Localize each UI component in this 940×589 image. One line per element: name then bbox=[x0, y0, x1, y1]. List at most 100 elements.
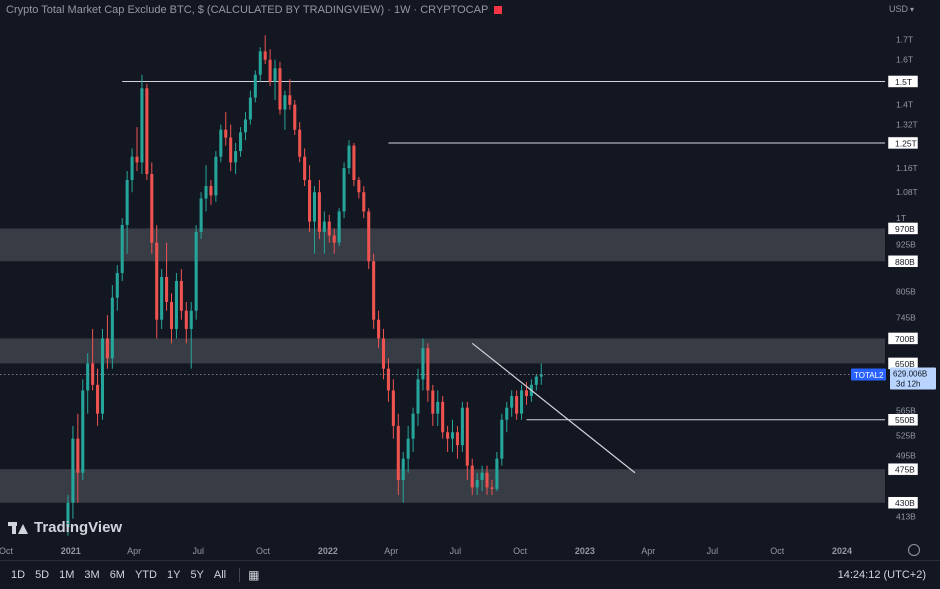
candle-body bbox=[357, 179, 361, 193]
candle-body bbox=[485, 472, 489, 488]
candle-body bbox=[396, 425, 400, 480]
candle-body bbox=[431, 390, 435, 414]
candle-body bbox=[71, 438, 75, 503]
level-label-box bbox=[887, 462, 919, 476]
candle-body bbox=[258, 51, 262, 75]
timeframe-5d[interactable]: 5D bbox=[35, 569, 50, 581]
candle-body bbox=[515, 396, 519, 414]
candle-body bbox=[367, 211, 371, 262]
flag-icon[interactable] bbox=[494, 6, 503, 14]
level-label-box bbox=[887, 332, 919, 345]
y-tick-label: 1T bbox=[896, 213, 906, 223]
candle-body bbox=[416, 379, 420, 414]
candle-body bbox=[105, 338, 109, 359]
candle-body bbox=[253, 74, 257, 98]
x-tick-label: Apr bbox=[127, 546, 141, 556]
candle-body bbox=[377, 319, 381, 339]
x-tick-label: Oct bbox=[513, 546, 528, 556]
candle-body bbox=[332, 235, 336, 243]
price-tag-box bbox=[890, 367, 936, 390]
candle-body bbox=[174, 281, 178, 329]
candle-body bbox=[288, 95, 292, 105]
timeframe-ytd[interactable]: YTD bbox=[134, 569, 157, 581]
candle-body bbox=[224, 129, 228, 138]
candle-body bbox=[391, 390, 395, 426]
timeframe-1d[interactable]: 1D bbox=[11, 569, 26, 581]
x-tick-label: Oct bbox=[256, 546, 271, 556]
candle-body bbox=[450, 432, 455, 439]
level-label-box bbox=[887, 136, 919, 150]
candle-body bbox=[342, 168, 346, 212]
calendar-icon[interactable]: ▦ bbox=[248, 568, 260, 582]
price-zone bbox=[0, 469, 885, 503]
gear-icon[interactable] bbox=[908, 544, 920, 556]
y-tick-label: 1.6T bbox=[896, 55, 913, 65]
y-tick-label: 413B bbox=[896, 511, 916, 521]
candle-body bbox=[327, 221, 331, 236]
y-tick-label: 525B bbox=[896, 430, 916, 440]
candle-body bbox=[352, 145, 356, 180]
candle-body bbox=[381, 338, 386, 369]
candle-body bbox=[337, 211, 341, 243]
candle-body bbox=[66, 502, 70, 528]
candle-body bbox=[303, 156, 307, 180]
candle-body bbox=[436, 401, 440, 414]
candle-body bbox=[204, 186, 208, 199]
candle-body bbox=[406, 438, 410, 459]
candle-body bbox=[86, 363, 90, 391]
timeframe-6m[interactable]: 6M bbox=[109, 569, 125, 581]
candle-body bbox=[455, 432, 459, 446]
candle-body bbox=[426, 348, 430, 391]
candle-body bbox=[308, 179, 312, 222]
y-tick-label: 745B bbox=[896, 312, 916, 322]
x-tick-label: 2023 bbox=[575, 546, 595, 556]
candle-body bbox=[120, 224, 124, 273]
level-label: 880B bbox=[895, 257, 915, 267]
candle-body bbox=[465, 407, 469, 466]
candle-body bbox=[273, 68, 277, 82]
chart-canvas[interactable]: 1.7T 1.6T 1.4T 1.32T 1.16T 1.08T 1T 925B 805B 745… bbox=[0, 0, 940, 560]
timeframe-1m[interactable]: 1M bbox=[59, 569, 75, 581]
tradingview-logo-icon bbox=[8, 521, 30, 534]
candle-body bbox=[145, 88, 149, 175]
x-tick-label: Jul bbox=[707, 546, 719, 556]
candle-body bbox=[495, 458, 499, 489]
toolbar-divider bbox=[239, 568, 241, 582]
candle-body bbox=[322, 221, 326, 232]
tradingview-logo-text: TradingView bbox=[34, 519, 123, 536]
x-tick-label: 2021 bbox=[61, 546, 81, 556]
candle-body bbox=[130, 156, 134, 180]
candle-body bbox=[209, 186, 213, 196]
currency-selector[interactable]: USD ▾ bbox=[889, 4, 914, 14]
timeframe-all[interactable]: All bbox=[213, 569, 227, 581]
bottom-toolbar: 1D 5D 1M 3M 6M YTD 1Y 5Y All ▦ 14:24:12 … bbox=[0, 560, 940, 589]
level-label: 1.25T bbox=[895, 138, 917, 148]
candle-body bbox=[263, 51, 267, 60]
candle-body bbox=[155, 242, 159, 320]
y-tick-label: 1.08T bbox=[896, 187, 918, 197]
candle-body bbox=[283, 95, 287, 110]
candle-body bbox=[81, 390, 85, 473]
level-label: 475B bbox=[895, 465, 915, 475]
candle-body bbox=[505, 407, 509, 420]
candle-body bbox=[268, 59, 272, 82]
candle-body bbox=[524, 390, 529, 397]
timeframe-1y[interactable]: 1Y bbox=[166, 569, 181, 581]
candle-body bbox=[401, 458, 405, 480]
level-label-box bbox=[887, 413, 919, 426]
timeframe-5y[interactable]: 5Y bbox=[190, 569, 204, 581]
candle-body bbox=[460, 407, 464, 446]
x-tick-label: Jul bbox=[193, 546, 205, 556]
timeframe-3m[interactable]: 3M bbox=[84, 569, 100, 581]
level-label: 970B bbox=[895, 224, 915, 234]
price-zone bbox=[0, 338, 885, 364]
chart-title: Crypto Total Market Cap Exclude BTC, $ (… bbox=[6, 4, 503, 16]
candle-body bbox=[115, 272, 119, 298]
candle-body bbox=[490, 487, 494, 489]
candle-body bbox=[421, 348, 425, 380]
x-axis: Oct 2021 Apr Jul Oct 2022 Apr Jul Oct 2023 Apr Jul O… bbox=[0, 546, 852, 556]
candle-body bbox=[446, 432, 450, 439]
candle-body bbox=[184, 310, 188, 329]
chevron-down-icon: ▾ bbox=[909, 5, 914, 14]
level-label-box bbox=[887, 222, 919, 235]
